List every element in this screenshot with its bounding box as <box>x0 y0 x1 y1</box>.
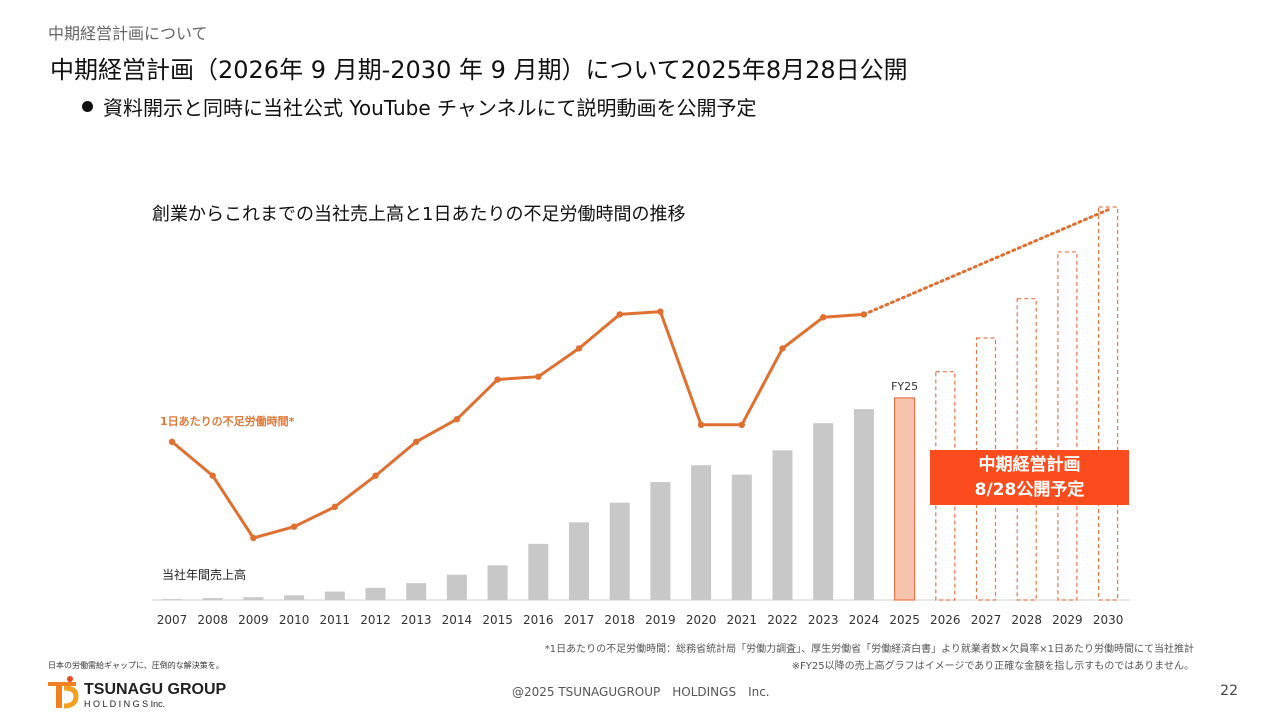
x-tick-2007: 2007 <box>157 613 188 627</box>
line-point-2023 <box>820 314 827 321</box>
x-tick-2023: 2023 <box>808 613 839 627</box>
copyright: @2025 TSUNAGUGROUP HOLDINGS Inc. <box>512 685 770 699</box>
bar-2029 <box>1057 251 1078 601</box>
line-series <box>168 208 1110 542</box>
x-axis-ticks: 2007 2008 2009 2010 2011 2012 2013 2014 2015 2016… <box>157 613 1124 627</box>
line-point-2013 <box>413 438 420 445</box>
bar-2028 <box>1016 298 1037 601</box>
bar-2014 <box>446 574 467 600</box>
bar-2023 <box>813 423 834 600</box>
line-point-2019 <box>657 308 664 315</box>
x-tick-2021: 2021 <box>727 613 758 627</box>
bar-2016 <box>528 543 549 600</box>
company-logo: TSUNAGU GROUP H O L D I N G S Inc. <box>48 676 227 709</box>
bullet-dot-icon <box>82 101 93 112</box>
bar-2013 <box>406 583 427 600</box>
x-tick-2026: 2026 <box>930 613 961 627</box>
bar-2024 <box>853 409 874 600</box>
footnote-disclaimer: ※FY25以降の売上高グラフはイメージであり正確な金額を指し示すものではありませ… <box>791 661 1194 672</box>
bar-2011 <box>324 591 345 600</box>
footnote-source: *1日あたりの不足労働時間：総務省統計局「労働力調査」、厚生労働省「労働経済白書… <box>544 644 1194 655</box>
x-tick-2012: 2012 <box>360 613 391 627</box>
line-series-label: 1日あたりの不足労働時間* <box>160 414 295 428</box>
bar-2021 <box>731 474 752 600</box>
line-point-2015 <box>494 376 501 383</box>
bar-2025 <box>893 397 916 601</box>
chart-title: 創業からこれまでの当社売上高と1日あたりの不足労働時間の推移 <box>152 204 686 225</box>
x-tick-2029: 2029 <box>1052 613 1083 627</box>
bar-2017 <box>569 522 589 600</box>
bullet-item: 資料開示と同時に当社公式 YouTube チャンネルにて説明動画を公開予定 <box>82 92 756 121</box>
logo-main-text: TSUNAGU GROUP <box>84 681 227 698</box>
x-tick-2024: 2024 <box>849 613 880 627</box>
line-point-2008 <box>209 472 216 479</box>
x-tick-2028: 2028 <box>1011 613 1042 627</box>
line-point-2017 <box>575 345 583 352</box>
line-point-2010 <box>290 523 298 530</box>
bullet-text: 資料開示と同時に当社公式 YouTube チャンネルにて説明動画を公開予定 <box>103 96 757 120</box>
line-point-2009 <box>250 534 257 542</box>
x-tick-2016: 2016 <box>523 613 554 627</box>
company-tagline: 日本の労働需給ギャップに、圧倒的な解決策を。 <box>48 661 224 670</box>
x-tick-2011: 2011 <box>320 613 351 627</box>
bar-2008 <box>202 598 223 600</box>
bar-2019 <box>650 482 671 600</box>
x-tick-2017: 2017 <box>564 613 595 627</box>
x-tick-2018: 2018 <box>604 613 635 627</box>
bar-2022 <box>772 450 793 600</box>
x-tick-2013: 2013 <box>401 613 432 627</box>
x-tick-2010: 2010 <box>279 613 310 627</box>
plan-announcement-box: 中期経営計画 8/28公開予定 <box>930 450 1129 505</box>
bar-2018 <box>609 502 630 600</box>
page-number: 22 <box>1220 683 1238 699</box>
bar-2030 <box>1097 206 1119 601</box>
bar-2009 <box>243 597 264 600</box>
x-tick-2030: 2030 <box>1093 613 1124 627</box>
bar-series <box>162 206 1119 601</box>
logo-sub-text: H O L D I N G S Inc. <box>84 699 165 709</box>
x-tick-2019: 2019 <box>645 613 676 627</box>
section-label: 中期経営計画について <box>48 24 208 43</box>
line-actual <box>171 310 865 540</box>
bar-2012 <box>365 587 386 600</box>
x-tick-2008: 2008 <box>197 613 228 627</box>
line-point-2012 <box>372 472 379 479</box>
plan-box-line2: 8/28公開予定 <box>974 480 1085 500</box>
x-tick-2020: 2020 <box>686 613 717 627</box>
page-title: 中期経営計画（2026年 9 月期-2030 年 9 月期）について2025年8… <box>50 56 908 84</box>
bar-2007 <box>162 599 182 600</box>
line-point-2016 <box>535 373 542 380</box>
bar-2010 <box>284 595 305 600</box>
line-point-2011 <box>331 503 338 511</box>
logo-mark-icon <box>48 676 79 709</box>
fy25-annotation: FY25 <box>891 380 918 393</box>
x-tick-2015: 2015 <box>482 613 513 627</box>
bar-2015 <box>487 565 508 600</box>
line-point-2022 <box>779 345 786 352</box>
plan-box-line1: 中期経営計画 <box>978 455 1081 475</box>
line-point-2024 <box>860 311 868 318</box>
bar-series-label: 当社年間売上高 <box>162 567 246 582</box>
line-point-2021 <box>738 421 745 428</box>
line-point-2014 <box>453 415 461 423</box>
line-point-2018 <box>616 311 623 318</box>
line-point-2007 <box>168 438 176 445</box>
line-projection <box>862 208 1110 316</box>
x-tick-2025: 2025 <box>889 613 920 627</box>
line-point-2020 <box>697 421 705 428</box>
x-tick-2022: 2022 <box>767 613 798 627</box>
x-tick-2027: 2027 <box>971 613 1002 627</box>
x-tick-2009: 2009 <box>238 613 269 627</box>
x-tick-2014: 2014 <box>442 613 473 627</box>
bar-2020 <box>691 465 712 600</box>
